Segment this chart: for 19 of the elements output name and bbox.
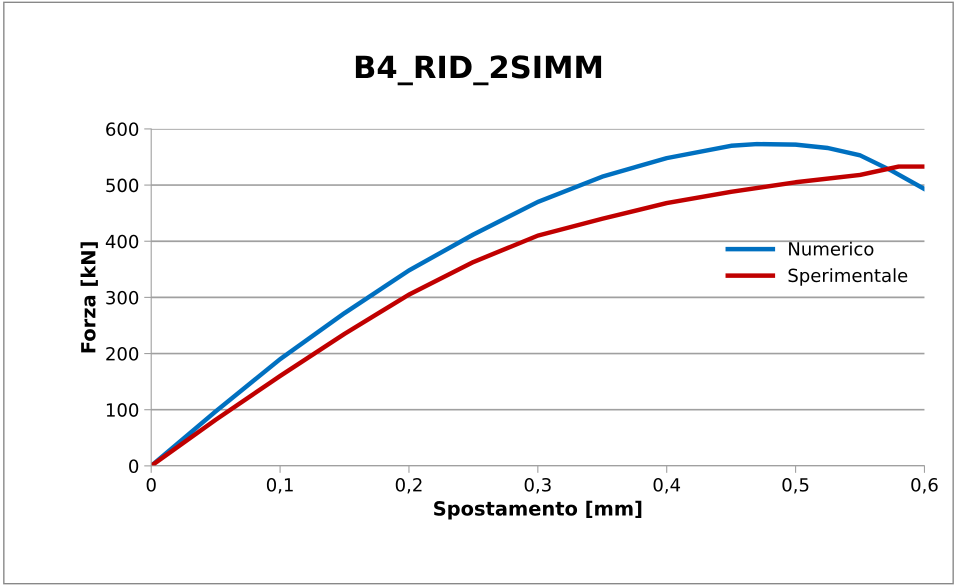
x-tick-label: 0,6: [911, 478, 938, 494]
y-tick-label: 100: [106, 403, 138, 417]
chart-title: B4_RID_2SIMM: [356, 55, 602, 86]
x-axis-title: Spostamento [mm]: [434, 500, 642, 520]
legend-label: Sperimentale: [788, 268, 908, 286]
x-tick-label: 0: [146, 478, 156, 492]
y-tick-label: 400: [106, 234, 138, 248]
x-tick-label: 0,3: [524, 478, 551, 494]
x-tick-label: 0,5: [782, 478, 808, 494]
y-tick-label: 0: [129, 459, 138, 473]
x-tick-label: 0,1: [266, 478, 293, 494]
y-tick-label: 200: [106, 347, 138, 361]
x-tick-label: 0,4: [654, 478, 680, 494]
y-tick-label: 500: [106, 178, 138, 192]
y-tick-label: 600: [106, 122, 138, 136]
y-tick-label: 300: [106, 290, 138, 305]
legend-label: Numerico: [789, 242, 874, 256]
y-axis-title: Forza [kN]: [80, 242, 98, 352]
x-tick-label: 0,2: [396, 478, 422, 494]
